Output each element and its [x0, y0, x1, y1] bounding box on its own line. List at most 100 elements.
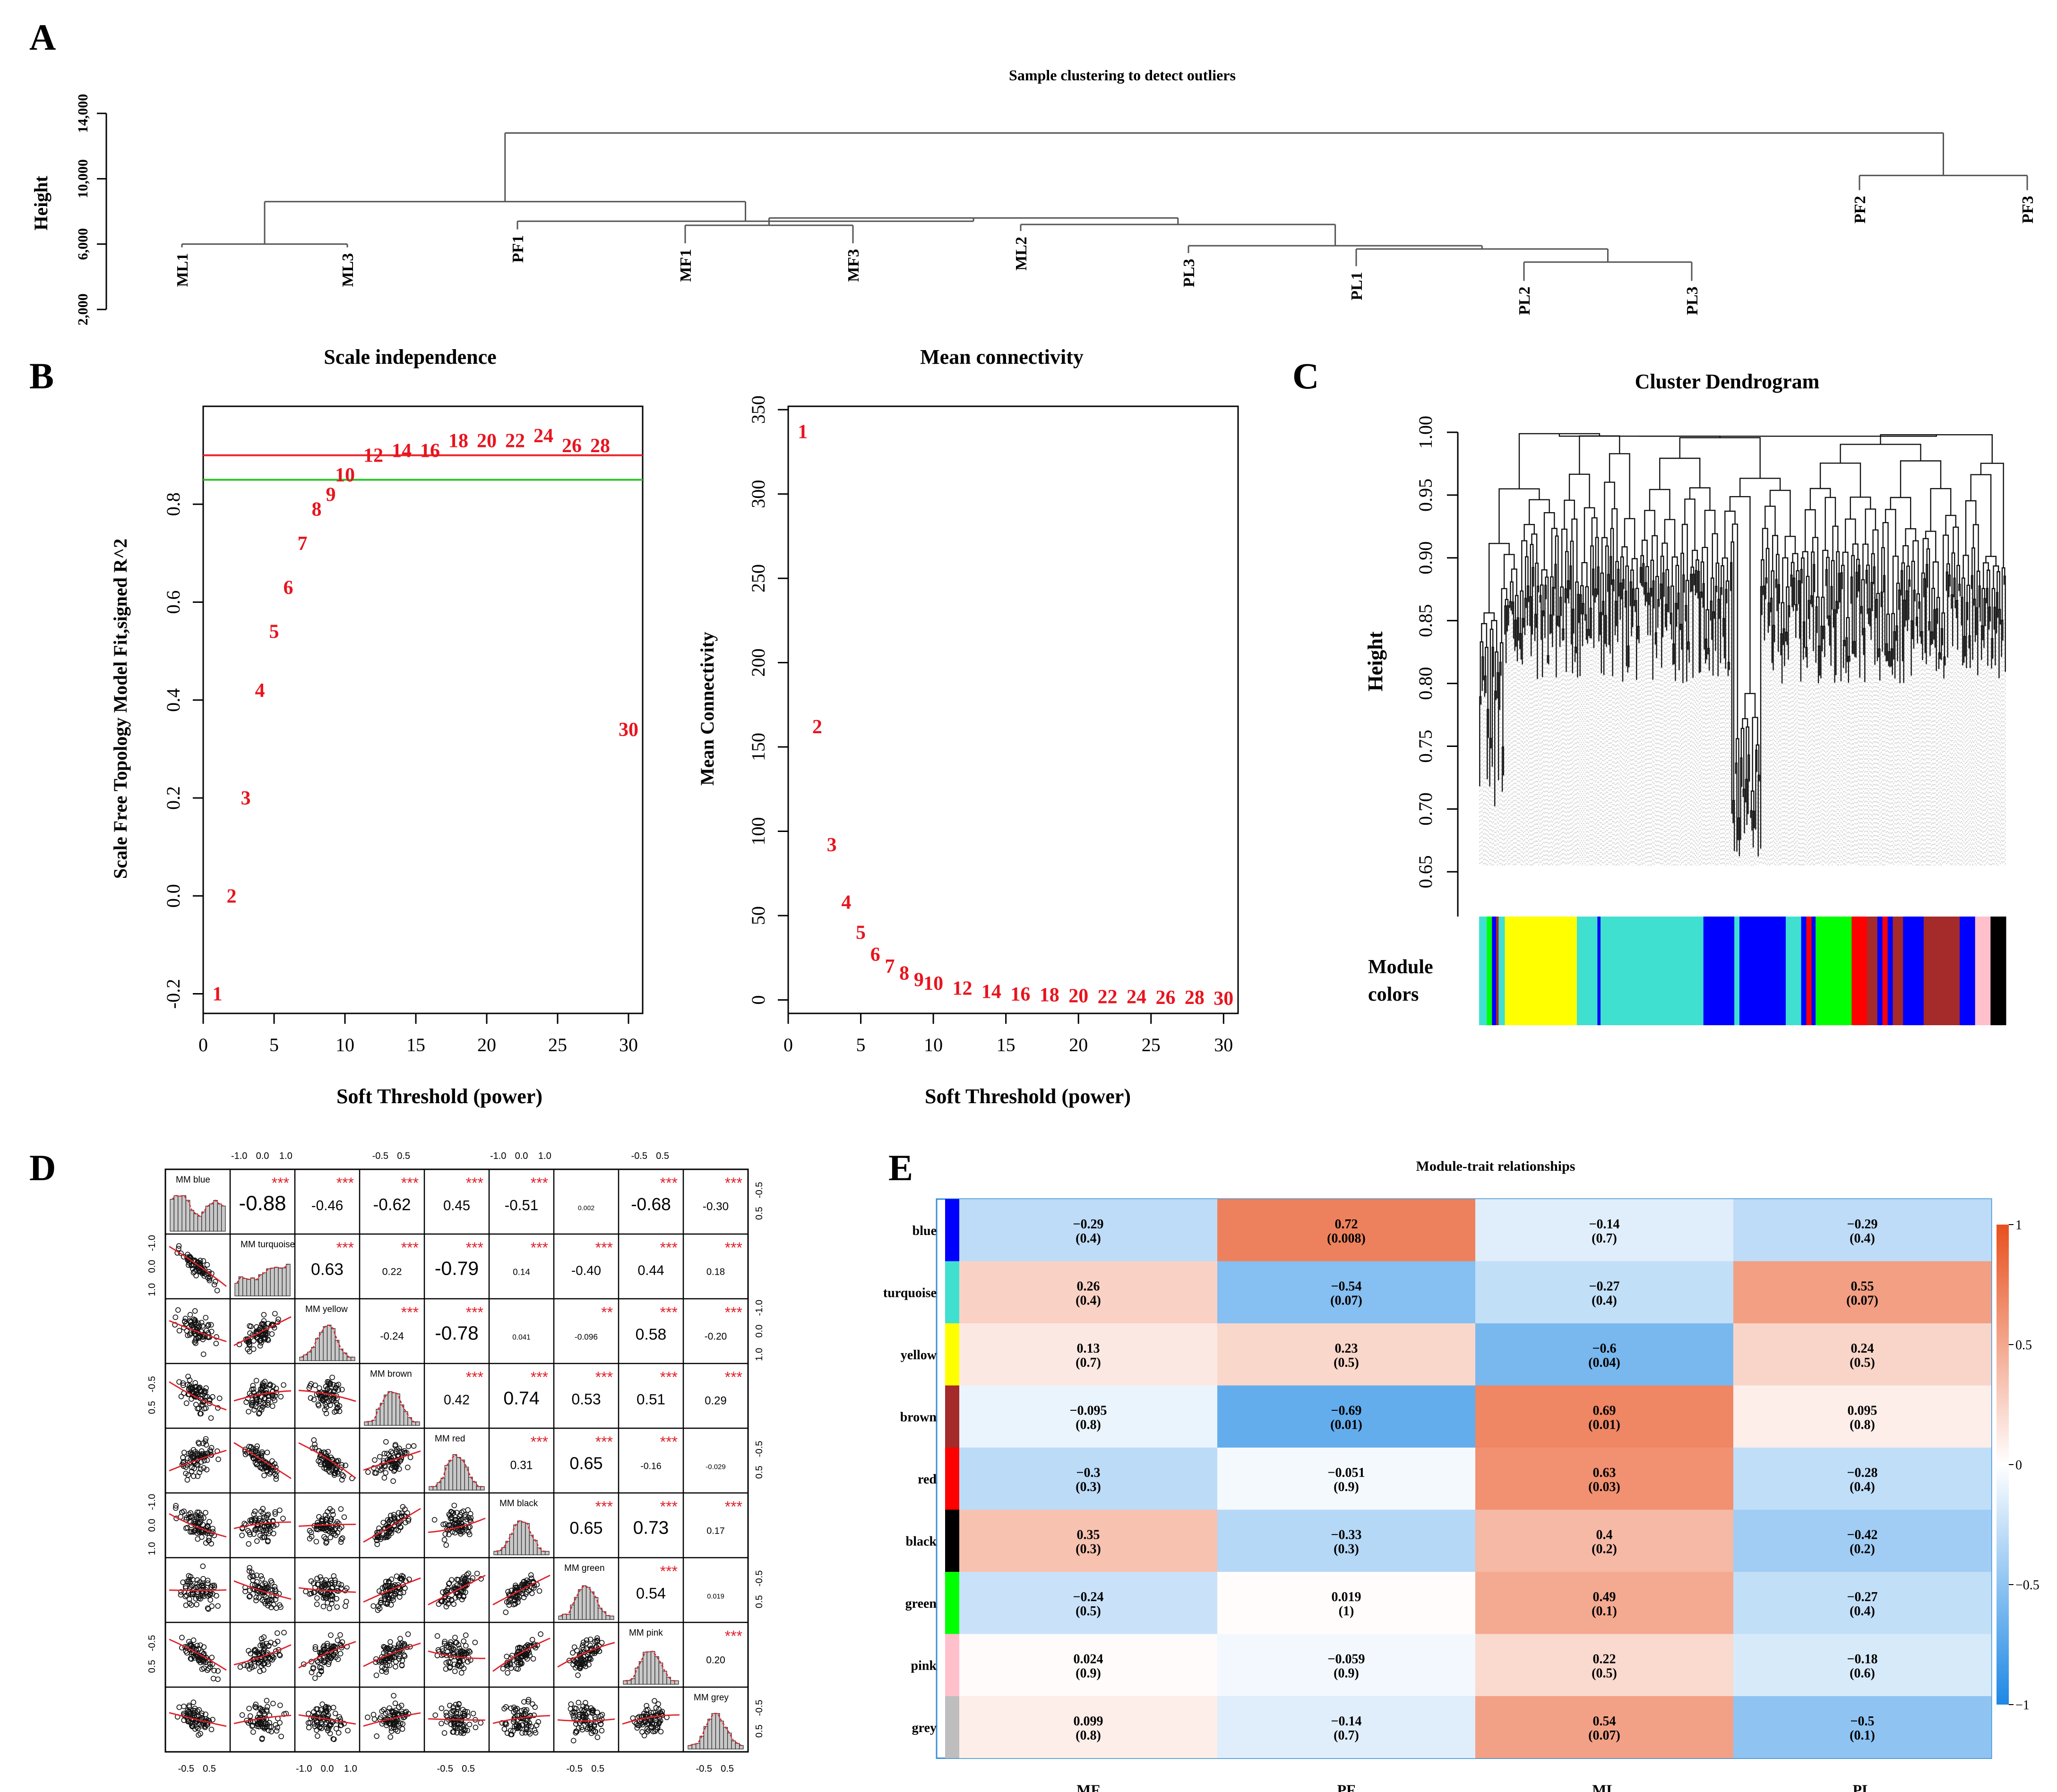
- panel-c-module-segment-brown: [1496, 917, 1499, 1025]
- panel-d-hist-bar: [638, 1661, 644, 1685]
- panel-e-row-color-brown: [945, 1385, 959, 1448]
- panel-d-top-tick-label: 1.0: [279, 1151, 293, 1161]
- panel-c-ytick-label: 0.75: [1415, 729, 1436, 763]
- panel-d-bottom-tick-label: -0.5: [696, 1764, 712, 1774]
- panel-b-right-xtick-label: 25: [1142, 1034, 1161, 1055]
- panel-e-row-color-green: [945, 1572, 959, 1634]
- panel-d-correlation-value: -0.40: [571, 1263, 601, 1278]
- panel-d-hist-bar: [221, 1206, 226, 1232]
- panel-e-cell: [1733, 1199, 1991, 1261]
- panel-e-cell-value: 0.23: [1335, 1341, 1358, 1356]
- panel-c-ytick-label: 0.65: [1415, 855, 1436, 888]
- panel-b-right-point-label: 1: [798, 421, 808, 443]
- panel-d-left-tick-label: 1.0: [147, 1283, 157, 1296]
- panel-b-left-point-label: 24: [534, 425, 553, 447]
- panel-e-cell: [1217, 1448, 1475, 1510]
- panel-d-scatter-points: [236, 1311, 281, 1355]
- panel-d-scatter-points: [172, 1503, 217, 1547]
- panel-d-hist-bar: [189, 1209, 194, 1232]
- panel-d-left-tick-label: -1.0: [147, 1235, 157, 1251]
- panel-e-cell: [1733, 1323, 1991, 1386]
- panel-d-variable-label: MM blue: [176, 1175, 210, 1185]
- panel-d-smooth-line: [363, 1577, 421, 1603]
- panel-d-scatter-points: [503, 1572, 542, 1615]
- panel-b-left-point-label: 30: [619, 719, 638, 741]
- panel-e-cell-value: −0.29: [1847, 1217, 1878, 1232]
- panel-d-correlation-value: -0.24: [380, 1330, 404, 1342]
- panel-c-module-segment-yellow: [1505, 917, 1577, 1025]
- panel-d-density-curve: [689, 1713, 742, 1746]
- panel-c-module-segment-turquoise: [1734, 917, 1740, 1025]
- panel-a-leaf-label: MF3: [845, 249, 862, 282]
- panel-b-right-point-label: 24: [1127, 986, 1146, 1008]
- panel-b-left-point-label: 28: [590, 435, 610, 457]
- panel-d-variable-label: MM brown: [370, 1369, 412, 1379]
- panel-d-hist-bar: [217, 1203, 222, 1232]
- panel-c-module-label-1: Module: [1368, 956, 1433, 978]
- panel-d-hist-bar: [335, 1340, 340, 1361]
- panel-d-bottom-tick-label: 0.0: [321, 1764, 334, 1774]
- panel-d-hist-bar: [391, 1392, 396, 1426]
- panel-d-smooth-line: [298, 1389, 356, 1402]
- panel-b-left-point-label: 14: [392, 440, 412, 462]
- panel-e-row-color-blue: [945, 1199, 959, 1261]
- panel-c-branches: [1479, 433, 2006, 857]
- panel-d-significance-stars: ***: [725, 1369, 742, 1386]
- panel-d-scatter-points: [365, 1693, 412, 1740]
- panel-c-ytick-label: 0.85: [1415, 604, 1436, 637]
- panel-c-module-segment-turquoise: [1576, 917, 1598, 1025]
- panel-e-cell-value: 0.72: [1335, 1217, 1358, 1232]
- panel-d-smooth-line: [233, 1442, 292, 1479]
- panel-c-y-axis: 0.65 0.70 0.75 0.80 0.85 0.90 0.95 1.00: [1415, 416, 1459, 917]
- panel-e-cell-pvalue: (0.5): [1334, 1355, 1359, 1370]
- panel-d-scatter-points: [176, 1373, 223, 1421]
- panel-b-right-point-label: 2: [812, 716, 822, 738]
- panel-d-hist-bar: [610, 1615, 614, 1620]
- panel-d-scatter-points: [499, 1697, 541, 1738]
- panel-b-left-box: [202, 405, 644, 1014]
- panel-d-density-curve: [236, 1263, 289, 1284]
- panel-d-smooth-line: [557, 1642, 615, 1668]
- panel-d-hist-bar: [246, 1279, 251, 1296]
- panel-d-smooth-line: [233, 1390, 292, 1402]
- panel-d-bottom-tick-label: 1.0: [344, 1764, 357, 1774]
- panel-d-correlation-value: -0.096: [575, 1332, 598, 1342]
- panel-d-top-tick-label: 0.5: [397, 1151, 410, 1161]
- panel-d-left-tick-label: 0.0: [147, 1260, 157, 1273]
- panel-d-hist-bar: [707, 1719, 712, 1749]
- panel-e-row-label: yellow: [901, 1348, 937, 1363]
- panel-c-module-segment-blue: [1877, 917, 1883, 1025]
- panel-d-bottom-tick-label: 0.5: [203, 1764, 216, 1774]
- panel-e-cell-value: −0.24: [1073, 1590, 1104, 1604]
- panel-d-smooth-line: [492, 1575, 551, 1605]
- panel-d-significance-stars: ***: [466, 1239, 483, 1256]
- panel-d-right-tick-label: -0.5: [754, 1570, 765, 1586]
- panel-c-module-segment-blue: [1811, 917, 1816, 1025]
- panel-d-smooth-line: [298, 1714, 356, 1725]
- panel-d-hist-bar: [460, 1459, 465, 1491]
- panel-e-title: Module-trait relationships: [1416, 1158, 1575, 1174]
- panel-d-hist-bar: [266, 1268, 271, 1296]
- panel-e-cell: [1475, 1696, 1733, 1758]
- panel-b-left-ytick-label: 0.6: [163, 591, 184, 614]
- panel-e-cell: [1217, 1572, 1475, 1634]
- panel-d-hist-bar: [585, 1587, 591, 1620]
- panel-b-right-xtick-label: 30: [1214, 1034, 1233, 1055]
- panel-e-cell: [1475, 1509, 1733, 1572]
- panel-d-smooth-line: [169, 1638, 227, 1671]
- panel-e-cell-value: −0.54: [1331, 1279, 1362, 1294]
- panel-e-cell-pvalue: (0.7): [1592, 1231, 1617, 1246]
- panel-b-left-xtick-label: 0: [198, 1034, 208, 1055]
- panel-e-row-label: red: [918, 1472, 937, 1487]
- panel-b-right-xtick-label: 15: [997, 1034, 1016, 1055]
- panel-d-hist-bar: [719, 1721, 724, 1749]
- panel-letter-b: B: [29, 355, 54, 396]
- panel-d-correlation-value: -0.51: [505, 1197, 538, 1214]
- panel-d-significance-stars: ***: [336, 1239, 354, 1256]
- panel-d-top-tick-label: 0.5: [656, 1151, 669, 1161]
- panel-b-right-ytick-label: 350: [748, 395, 769, 424]
- panel-d-significance-stars: ***: [660, 1175, 678, 1192]
- panel-b-left-ytick-label: 0.4: [163, 688, 184, 712]
- panel-d-scatter-points: [432, 1701, 483, 1736]
- panel-e-cell-value: −0.33: [1331, 1527, 1362, 1542]
